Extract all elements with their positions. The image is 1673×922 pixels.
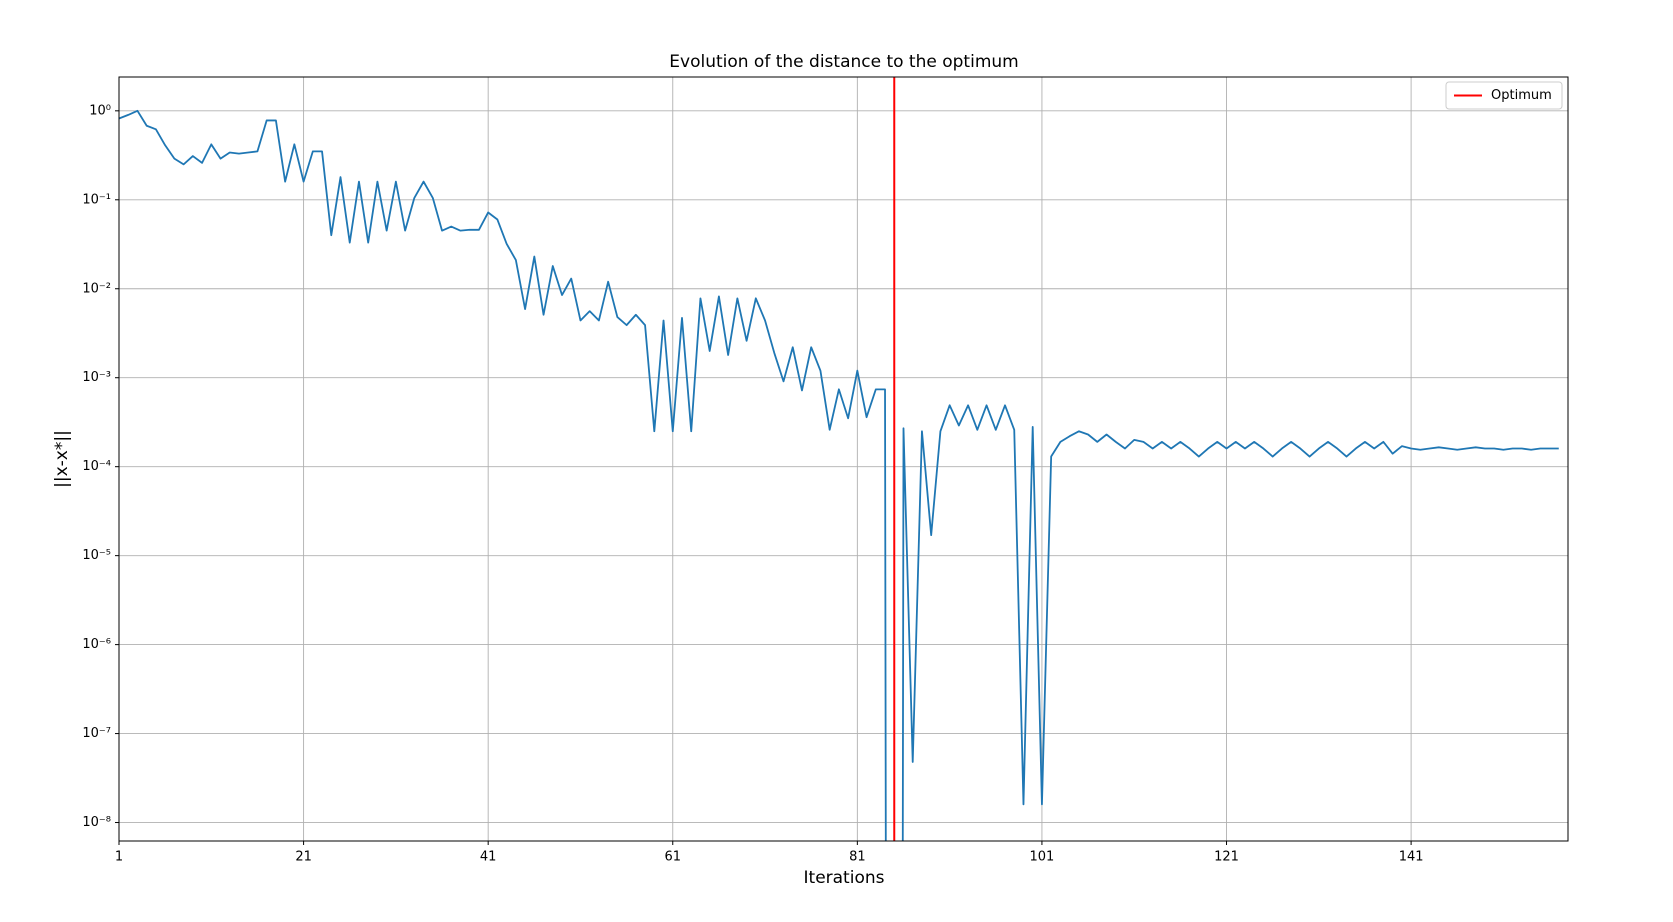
x-tick-label: 21 — [295, 850, 312, 865]
x-tick-label: 81 — [849, 850, 866, 865]
y-tick-label: 10⁻³ — [82, 370, 111, 385]
axes-frame — [118, 76, 1569, 842]
x-tick-label: 121 — [1214, 850, 1239, 865]
plot-area — [119, 77, 1559, 841]
x-tick-label: 1 — [115, 850, 123, 865]
y-tick-label: 10⁻¹ — [82, 192, 111, 207]
legend-box — [1445, 81, 1563, 110]
legend: Optimum — [1445, 81, 1563, 110]
legend-label: Optimum — [1491, 88, 1552, 103]
chart-title: Evolution of the distance to the optimum — [669, 52, 1018, 72]
x-tick-label: 41 — [480, 850, 497, 865]
data-line — [119, 109, 1559, 841]
y-tick-label: 10⁻⁷ — [82, 726, 111, 741]
ticks: 1 21 41 61 81 101 121 14110⁰10⁻¹10⁻²10⁻³10⁻⁴10⁻… — [82, 103, 1423, 864]
y-tick-label: 10⁻⁶ — [82, 637, 111, 652]
y-axis-label: ||x-x*|| — [52, 430, 72, 488]
y-tick-label: 10⁰ — [89, 103, 111, 118]
x-tick-label: 141 — [1399, 850, 1424, 865]
x-tick-label: 101 — [1030, 850, 1055, 865]
y-tick-label: 10⁻⁸ — [82, 815, 111, 830]
x-axis-label: Iterations — [804, 868, 885, 888]
grid — [118, 77, 1568, 841]
y-tick-label: 10⁻⁵ — [82, 548, 111, 563]
y-tick-label: 10⁻² — [82, 281, 111, 296]
x-tick-label: 61 — [664, 850, 681, 865]
y-tick-label: 10⁻⁴ — [82, 459, 111, 474]
